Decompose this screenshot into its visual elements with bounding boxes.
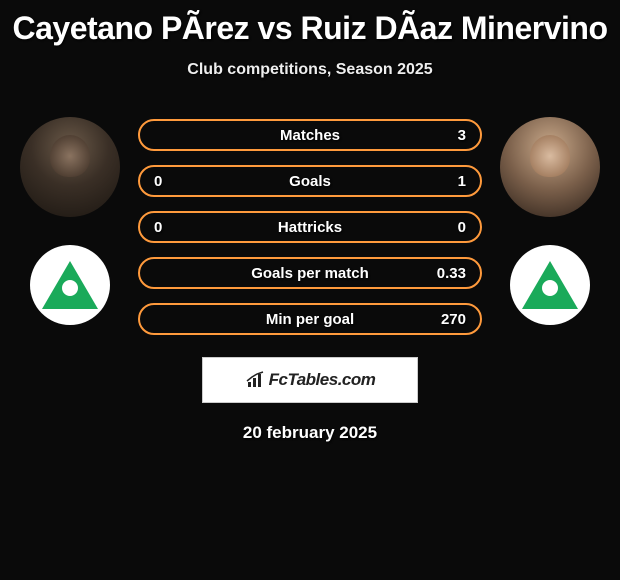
stat-left-value: 0 bbox=[154, 173, 194, 190]
player-right-avatar bbox=[500, 117, 600, 217]
stat-right-value: 0.33 bbox=[426, 265, 466, 282]
left-side bbox=[20, 117, 120, 325]
stat-row: 0 Goals 1 bbox=[138, 165, 482, 197]
club-circle-icon bbox=[59, 277, 81, 299]
stat-row: Goals per match 0.33 bbox=[138, 257, 482, 289]
club-circle-icon bbox=[539, 277, 561, 299]
stat-row: 0 Hattricks 0 bbox=[138, 211, 482, 243]
stat-left-value: 0 bbox=[154, 219, 194, 236]
stat-row: Matches 3 bbox=[138, 119, 482, 151]
stat-label: Matches bbox=[280, 127, 340, 144]
player-left-avatar bbox=[20, 117, 120, 217]
stat-label: Goals per match bbox=[251, 265, 369, 282]
stat-right-value: 1 bbox=[426, 173, 466, 190]
branding-badge[interactable]: FcTables.com bbox=[202, 357, 418, 403]
stat-right-value: 3 bbox=[426, 127, 466, 144]
stat-label: Goals bbox=[289, 173, 331, 190]
right-side bbox=[500, 117, 600, 325]
date-label: 20 february 2025 bbox=[10, 423, 610, 443]
page-title: Cayetano PÃrez vs Ruiz DÃaz Minervino bbox=[10, 10, 610, 47]
chart-icon bbox=[245, 370, 265, 390]
stat-label: Min per goal bbox=[266, 311, 354, 328]
stats-list: Matches 3 0 Goals 1 0 Hattricks 0 Goals … bbox=[138, 117, 482, 335]
branding-text: FcTables.com bbox=[269, 370, 376, 390]
comparison-card: Cayetano PÃrez vs Ruiz DÃaz Minervino Cl… bbox=[0, 0, 620, 451]
subtitle: Club competitions, Season 2025 bbox=[10, 61, 610, 79]
stat-right-value: 270 bbox=[426, 311, 466, 328]
stat-row: Min per goal 270 bbox=[138, 303, 482, 335]
stat-right-value: 0 bbox=[426, 219, 466, 236]
main-row: Matches 3 0 Goals 1 0 Hattricks 0 Goals … bbox=[10, 117, 610, 335]
player-right-club-logo bbox=[510, 245, 590, 325]
stat-label: Hattricks bbox=[278, 219, 342, 236]
player-left-club-logo bbox=[30, 245, 110, 325]
